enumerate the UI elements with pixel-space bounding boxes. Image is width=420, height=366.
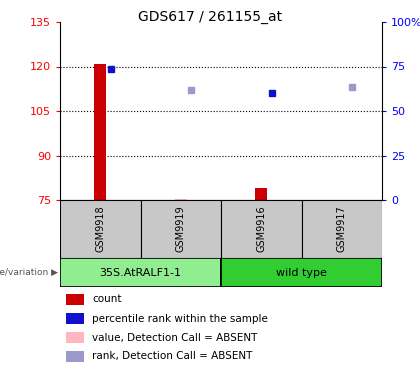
Text: value, Detection Call = ABSENT: value, Detection Call = ABSENT bbox=[92, 332, 257, 343]
Text: wild type: wild type bbox=[276, 268, 327, 277]
Bar bbox=[60, 258, 221, 287]
Bar bbox=[66, 313, 84, 324]
Text: GSM9916: GSM9916 bbox=[256, 206, 266, 252]
Text: GDS617 / 261155_at: GDS617 / 261155_at bbox=[138, 10, 282, 24]
Bar bbox=[141, 200, 221, 258]
Bar bbox=[66, 294, 84, 305]
Text: count: count bbox=[92, 295, 122, 305]
Bar bbox=[175, 198, 187, 200]
Text: GSM9917: GSM9917 bbox=[337, 206, 347, 253]
Text: GSM9919: GSM9919 bbox=[176, 206, 186, 252]
Text: rank, Detection Call = ABSENT: rank, Detection Call = ABSENT bbox=[92, 351, 252, 362]
Bar bbox=[221, 200, 302, 258]
Bar bbox=[94, 64, 106, 200]
Bar bbox=[60, 200, 141, 258]
Bar bbox=[255, 188, 267, 200]
Bar bbox=[66, 351, 84, 362]
Text: percentile rank within the sample: percentile rank within the sample bbox=[92, 314, 268, 324]
Bar bbox=[66, 332, 84, 343]
Text: 35S.AtRALF1-1: 35S.AtRALF1-1 bbox=[100, 268, 181, 277]
Bar bbox=[221, 258, 382, 287]
Bar bbox=[302, 200, 382, 258]
Text: genotype/variation ▶: genotype/variation ▶ bbox=[0, 268, 58, 277]
Text: GSM9918: GSM9918 bbox=[95, 206, 105, 252]
